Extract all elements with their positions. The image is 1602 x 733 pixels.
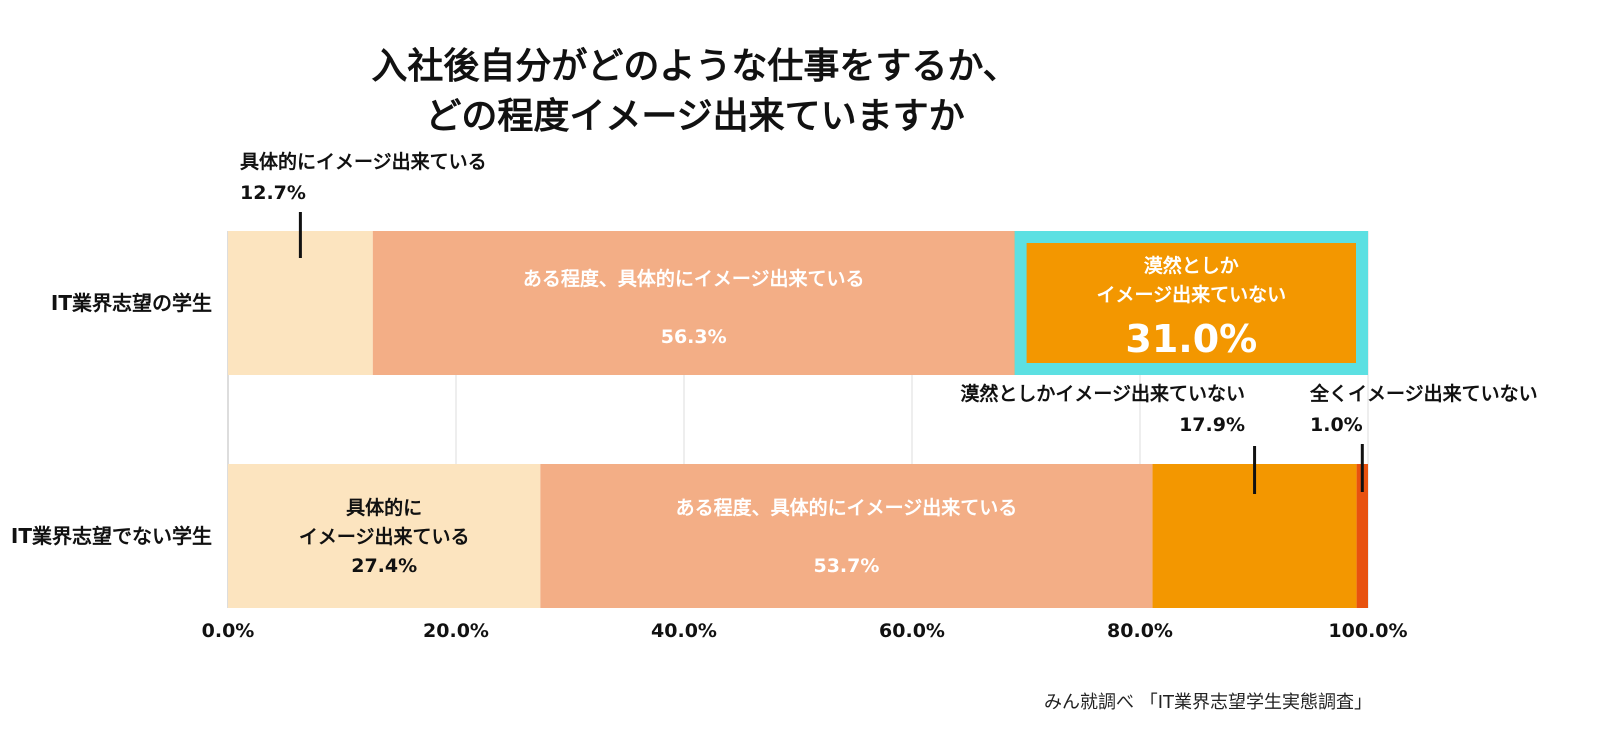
x-tick-label-1: 20.0% [423, 620, 489, 642]
highlight-frame [1014, 231, 1368, 375]
category-label-0: IT業界志望の学生 [51, 291, 212, 315]
label-r0-s0-name: 具体的にイメージ出来ている [240, 150, 487, 173]
label-r1-s0-name-line2: イメージ出来ている [299, 525, 470, 548]
x-tick-label-5: 100.0% [1328, 620, 1407, 642]
x-tick-label-2: 40.0% [651, 620, 717, 642]
label-r0-s1-value: 56.3% [661, 326, 727, 348]
bar-row1-series0 [228, 464, 541, 608]
label-r1-s3-name: 全くイメージ出来ていない [1309, 382, 1538, 405]
label-r0-s2-name-line2: イメージ出来ていない [1096, 283, 1286, 306]
bar-row1-series3 [1356, 464, 1368, 608]
label-r1-s1-value: 53.7% [813, 555, 879, 577]
label-r0-s1-name: ある程度、具体的にイメージ出来ている [523, 267, 865, 290]
x-tick-label-3: 60.0% [879, 620, 945, 642]
chart-title-line2: どの程度イメージ出来ていますか [425, 96, 965, 137]
x-tick-label-4: 80.0% [1107, 620, 1173, 642]
label-r1-s1-name: ある程度、具体的にイメージ出来ている [676, 496, 1018, 519]
label-r0-s2-value: 31.0% [1125, 317, 1257, 361]
bar-row1-series1 [540, 464, 1153, 608]
label-r1-s2-value: 17.9% [1179, 414, 1245, 436]
label-r1-s3-value: 1.0% [1310, 414, 1363, 436]
label-r1-s0-value: 27.4% [351, 555, 417, 577]
chart-title-line1: 入社後自分がどのような仕事をするか、 [371, 46, 1019, 87]
label-r1-s0-name-line1: 具体的に [346, 496, 422, 519]
bar-row0-series2 [1014, 231, 1368, 375]
label-r0-s2-name-line1: 漠然としか [1144, 254, 1239, 277]
x-tick-label-0: 0.0% [202, 620, 255, 642]
bar-row0-series1 [372, 231, 1015, 375]
category-label-1: IT業界志望でない学生 [11, 524, 212, 548]
source-note: みん就調べ 「IT業界志望学生実態調査」 [1043, 692, 1372, 713]
label-r1-s2-name: 漠然としかイメージ出来ていない [960, 382, 1245, 405]
label-r0-s0-value: 12.7% [240, 182, 306, 204]
